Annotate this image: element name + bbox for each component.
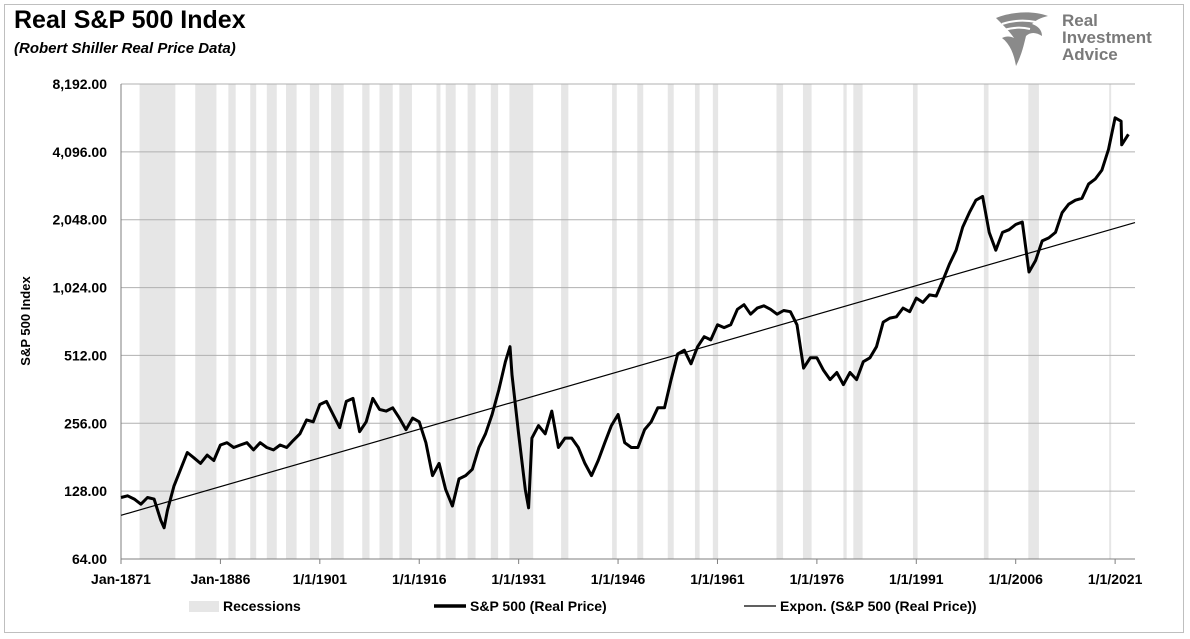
recession-band [195,84,217,559]
logo-text: Real Investment Advice [1062,12,1152,63]
series-layer [120,116,1136,530]
legend: Recessions S&P 500 (Real Price) Expon. (… [189,598,977,614]
y-tick-label: 4,096.00 [53,144,108,160]
recession-band [1028,84,1039,559]
brand-logo: Real Investment Advice [992,10,1182,70]
logo-line-3: Advice [1062,45,1118,64]
recession-band [467,84,476,559]
recession-band [667,84,674,559]
recession-band [266,84,277,559]
recession-band [712,84,719,559]
recession-band [250,84,257,559]
x-tick-label: 1/1/2021 [1088,571,1143,587]
x-tick-label: 1/1/1931 [491,571,546,587]
x-tick-label: Jan-1871 [91,571,151,587]
legend-label-recessions: Recessions [223,598,301,614]
recession-band [912,84,918,559]
y-tick-label: 2,048.00 [53,212,108,228]
recession-band [490,84,499,559]
recession-band [983,84,989,559]
recession-band [776,84,784,559]
recession-band [509,84,534,559]
x-tick-label: 1/1/1916 [392,571,447,587]
recession-band [286,84,297,559]
series-line-sp500 [120,116,1130,530]
y-tick-label: 128.00 [64,483,107,499]
x-tick-label: 1/1/1901 [293,571,348,587]
chart-title: Real S&P 500 Index [14,6,246,34]
eagle-icon [996,12,1048,66]
y-tick-label: 64.00 [72,551,107,567]
recession-band [331,84,344,559]
y-tick-label: 256.00 [64,415,107,431]
logo-line-1: Real [1062,11,1098,30]
logo-line-2: Investment [1062,28,1152,47]
legend-label-sp500: S&P 500 (Real Price) [470,598,607,614]
recession-band [802,84,812,559]
x-tick-label: 1/1/1946 [591,571,646,587]
recession-band [309,84,320,559]
recession-band [853,84,863,559]
y-axis-ticks: 64.00 128.00 256.00 512.00 1,024.00 2,048.00 4… [53,76,108,567]
recession-band [561,84,569,559]
recession-band [612,84,617,559]
x-tick-label: 1/1/1961 [690,571,745,587]
series-line-trend [120,221,1136,516]
recession-band [637,84,644,559]
recession-band [843,84,847,559]
recession-band [362,84,370,559]
legend-label-trend: Expon. (S&P 500 (Real Price)) [780,598,977,614]
x-axis-ticks: Jan-1871 Jan-1886 1/1/1901 1/1/1916 1/1/1931… [91,559,1143,587]
recession-band [445,84,456,559]
recession-band [1109,84,1112,559]
recession-bands [139,84,1112,559]
recession-band [694,84,700,559]
y-tick-label: 512.00 [64,347,107,363]
y-axis-label: S&P 500 Index [18,276,33,366]
recession-band [139,84,176,559]
legend-swatch-recessions [189,601,219,612]
x-tick-label: 1/1/1991 [889,571,944,587]
x-tick-label: Jan-1886 [190,571,250,587]
recession-band [436,84,441,559]
y-tick-label: 8,192.00 [53,76,108,92]
recession-band [399,84,412,559]
recession-band [379,84,393,559]
x-tick-label: 1/1/1976 [790,571,845,587]
recession-band [228,84,236,559]
x-tick-label: 1/1/2006 [988,571,1043,587]
y-tick-label: 1,024.00 [53,280,108,296]
chart-subtitle: (Robert Shiller Real Price Data) [14,40,236,57]
